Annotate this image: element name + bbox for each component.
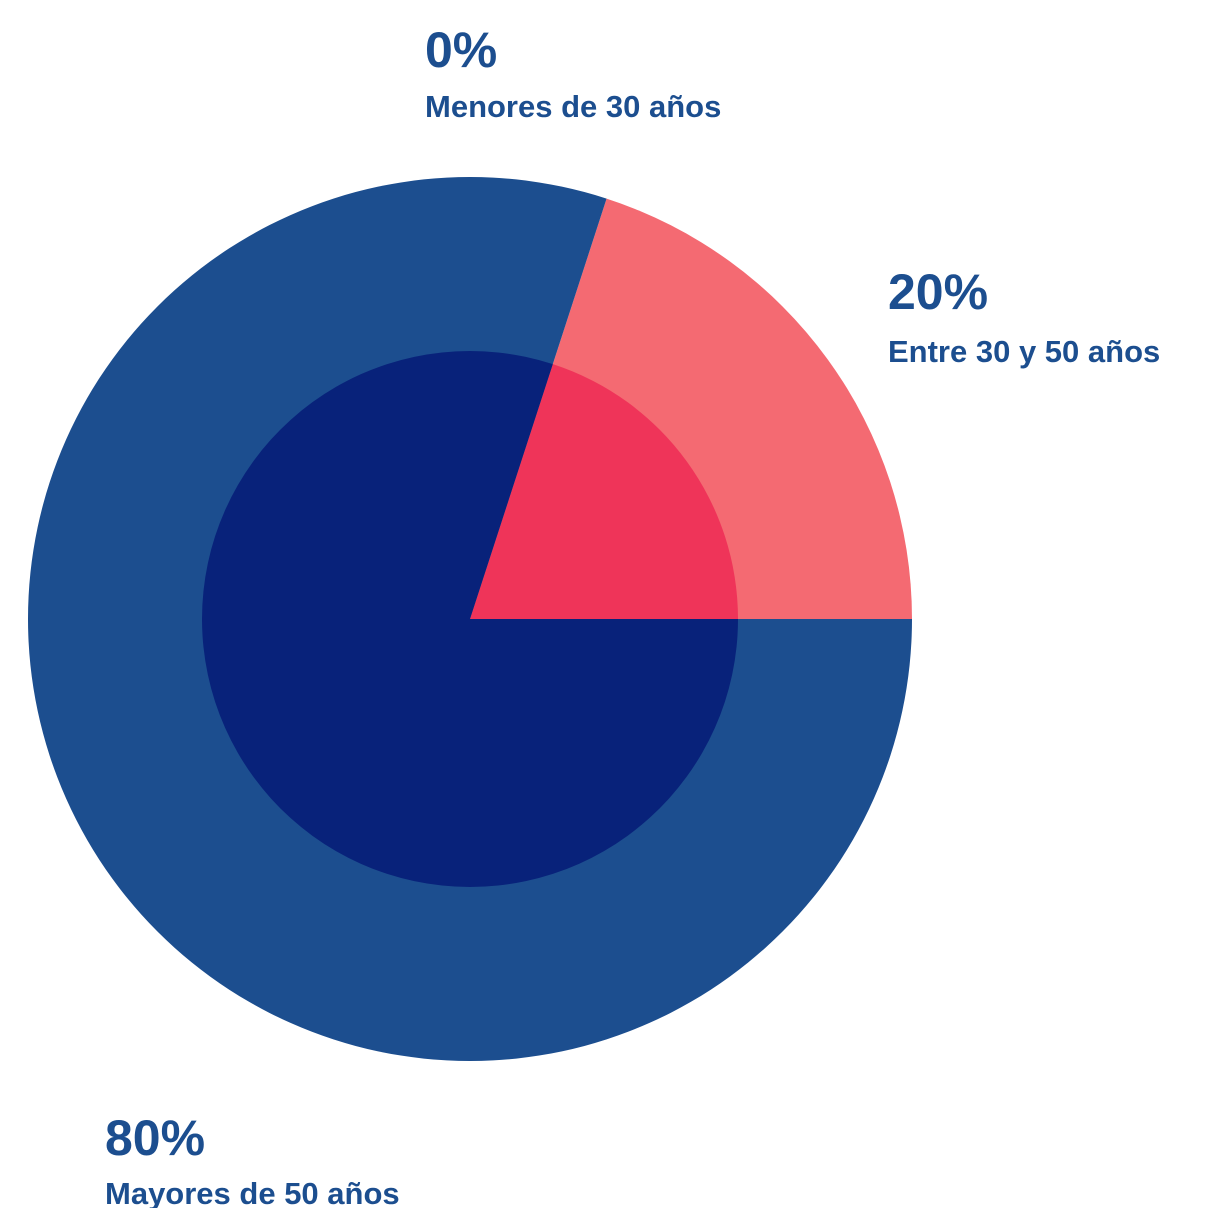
- category-label: Menores de 30 años: [425, 89, 721, 124]
- value-label: 80%: [105, 1110, 205, 1166]
- value-label: 20%: [888, 264, 988, 320]
- pie-slice-inner: [202, 351, 739, 888]
- category-label: Mayores de 50 años: [105, 1176, 400, 1208]
- category-label: Entre 30 y 50 años: [888, 334, 1160, 369]
- pie-slice-inner: [470, 364, 738, 619]
- value-label: 0%: [425, 22, 497, 78]
